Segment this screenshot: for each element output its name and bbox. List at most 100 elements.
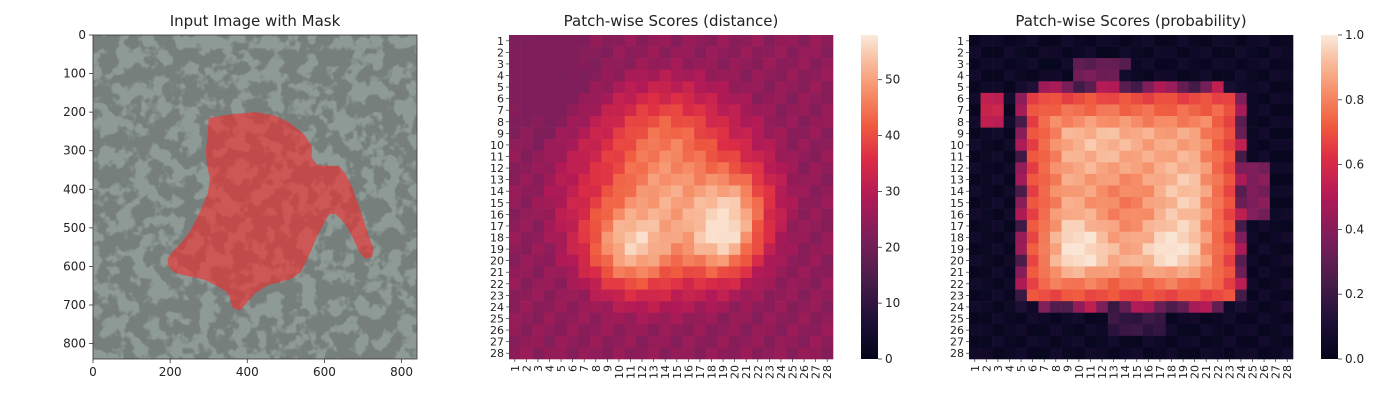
- row-tick-label: 26: [490, 324, 504, 337]
- heatmap-cell: [566, 35, 579, 47]
- heatmap-cell: [659, 104, 672, 117]
- heatmap-cell: [543, 92, 556, 105]
- heatmap-cell: [1003, 81, 1016, 94]
- heatmap-cell: [740, 150, 753, 163]
- heatmap-cell: [969, 289, 981, 302]
- heatmap-cell: [613, 347, 626, 360]
- heatmap-cell: [520, 69, 533, 82]
- heatmap-cell: [1015, 220, 1028, 233]
- heatmap-cell: [717, 150, 730, 163]
- heatmap-cell: [1073, 324, 1086, 337]
- row-tick-label: 4: [497, 70, 504, 83]
- heatmap-cell: [775, 173, 788, 186]
- heatmap-cell: [1119, 312, 1132, 325]
- heatmap-cell: [694, 278, 707, 290]
- heatmap-cell: [1269, 69, 1282, 82]
- heatmap-cell: [1212, 139, 1224, 152]
- heatmap-cell: [980, 278, 993, 290]
- col-tick-label: 5: [555, 365, 568, 372]
- heatmap-cell: [601, 347, 614, 360]
- heatmap-cell: [1050, 312, 1062, 325]
- heatmap-cell: [728, 289, 741, 302]
- row-tick-label: 5: [957, 81, 964, 94]
- heatmap-cell: [1003, 324, 1016, 337]
- heatmap-cell: [1154, 243, 1167, 256]
- row-tick-label: 6: [497, 93, 504, 106]
- heatmap-cell: [728, 197, 741, 209]
- heatmap-cell: [1269, 162, 1282, 175]
- heatmap-cell: [1107, 220, 1120, 233]
- image-y-tick-label: 300: [63, 144, 86, 158]
- colorbar-tick-label: 0.8: [1345, 93, 1364, 107]
- heatmap-cell: [717, 254, 730, 267]
- heatmap-cell: [1281, 58, 1294, 71]
- heatmap-cell: [590, 197, 602, 209]
- heatmap-cell: [1084, 81, 1097, 94]
- heatmap-cell: [1223, 173, 1236, 186]
- heatmap-cell: [775, 266, 788, 279]
- heatmap-cell: [1235, 347, 1248, 360]
- image-y-tick-label: 700: [63, 298, 86, 312]
- heatmap-cell: [1235, 278, 1248, 290]
- heatmap-cell: [1165, 347, 1178, 360]
- heatmap-cell: [1246, 69, 1259, 82]
- heatmap-cell: [717, 301, 730, 314]
- heatmap-cell: [1212, 185, 1224, 198]
- heatmap-cell: [1084, 312, 1097, 325]
- heatmap-cell: [1246, 92, 1259, 105]
- heatmap-cell: [1165, 116, 1178, 128]
- heatmap-cell: [1188, 266, 1201, 279]
- heatmap-cell: [1223, 335, 1236, 348]
- heatmap-cell: [717, 92, 730, 105]
- heatmap-cell: [1246, 208, 1259, 221]
- heatmap-cell: [798, 347, 811, 360]
- heatmap-cell: [1188, 150, 1201, 163]
- heatmap-cell: [1269, 116, 1282, 128]
- heatmap-cell: [1200, 185, 1213, 198]
- heatmap-cell: [566, 254, 579, 267]
- heatmap-cell: [1107, 301, 1120, 314]
- heatmap-cell: [578, 69, 591, 82]
- heatmap-cell: [1154, 150, 1167, 163]
- heatmap-cell: [520, 81, 533, 94]
- heatmap-cell: [992, 243, 1005, 256]
- heatmap-cell: [1073, 289, 1086, 302]
- heatmap-cell: [555, 278, 568, 290]
- heatmap-cell: [775, 347, 788, 360]
- heatmap-cell: [821, 150, 834, 163]
- heatmap-cell: [1200, 92, 1213, 105]
- heatmap-cell: [1177, 231, 1190, 244]
- heatmap-cell: [1003, 35, 1016, 47]
- heatmap-cell: [1026, 347, 1039, 360]
- heatmap-cell: [1200, 69, 1213, 82]
- heatmap-cell: [1061, 254, 1074, 267]
- heatmap-cell: [775, 324, 788, 337]
- heatmap-cell: [1177, 116, 1190, 128]
- heatmap-cell: [786, 58, 799, 71]
- heatmap-cell: [1003, 173, 1016, 186]
- heatmap-cell: [798, 220, 811, 233]
- heatmap-cell: [555, 69, 568, 82]
- row-tick-label: 9: [957, 127, 964, 140]
- heatmap-cell: [786, 197, 799, 209]
- heatmap-cell: [636, 220, 649, 233]
- heatmap-cell: [1107, 347, 1120, 360]
- heatmap-cell: [1084, 150, 1097, 163]
- heatmap-cell: [775, 69, 788, 82]
- heatmap-cell: [671, 347, 683, 360]
- heatmap-cell: [1269, 254, 1282, 267]
- heatmap-cell: [659, 231, 672, 244]
- heatmap-cell: [717, 104, 730, 117]
- heatmap-cell: [1131, 254, 1143, 267]
- heatmap-cell: [1061, 104, 1074, 117]
- heatmap-cell: [1015, 289, 1028, 302]
- image-y-tick-label: 500: [63, 221, 86, 235]
- heatmap-cell: [1154, 289, 1167, 302]
- heatmap-cell: [555, 312, 568, 325]
- heatmap-cell: [821, 104, 834, 117]
- heatmap-cell: [1050, 254, 1062, 267]
- heatmap-cell: [1154, 127, 1167, 140]
- heatmap-cell: [763, 185, 776, 198]
- heatmap-cell: [1200, 162, 1213, 175]
